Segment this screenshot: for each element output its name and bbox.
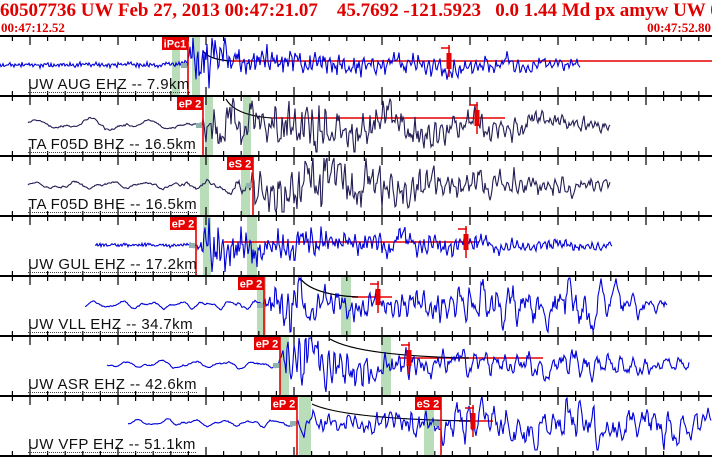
waveform-area: iPc1 UW AUG EHZ -- 7.9km eP 2 TA F05D BHZ -… (0, 35, 712, 457)
pick-point-marker (181, 63, 187, 68)
time-ticks (11, 157, 700, 215)
trace-panel-UW-AUG-EHZ[interactable]: iPc1 UW AUG EHZ -- 7.9km (0, 37, 712, 97)
waveform-trace (106, 337, 690, 393)
pick-label-flag[interactable] (254, 337, 280, 350)
trace-panel-TA-F05D-BHE[interactable]: eS 2 TA F05D BHE -- 16.5km (0, 157, 712, 217)
pick-label-text: iPc1 (164, 39, 187, 51)
pick-label-text: eP 2 (256, 339, 278, 351)
pick-point-marker (257, 303, 263, 308)
waveform-trace (127, 397, 712, 451)
pick-window-band (280, 337, 289, 395)
trace-panel-TA-F05D-BHZ[interactable]: eP 2 TA F05D BHZ -- 16.5km (0, 97, 712, 157)
pick-window-band (243, 97, 251, 155)
pick-point-marker (246, 183, 252, 188)
pick-label-text: eS 2 (417, 399, 440, 411)
trace-plot: eP 2 (11, 97, 700, 155)
pick-label-flag[interactable] (170, 217, 196, 230)
trace-panel-UW-VFP-EHZ[interactable]: eP 2 eS 2 UW VFP EHZ -- 51.1km (0, 397, 712, 457)
pick-label-flag[interactable] (271, 397, 297, 410)
station-label: TA F05D BHE -- 16.5km (28, 196, 197, 213)
pick-label-flag[interactable] (227, 157, 253, 170)
pick-label-text: eP 2 (273, 399, 295, 411)
pick-point-marker (434, 421, 440, 426)
station-label: UW VLL EHZ -- 34.7km (28, 316, 193, 333)
station-label: UW VFP EHZ -- 51.1km (28, 436, 196, 453)
pick-window-band (172, 37, 180, 95)
decay-curve (225, 98, 273, 119)
pick-point-marker (196, 123, 202, 128)
decay-curve (329, 338, 470, 359)
decay-curve (299, 277, 359, 298)
trace-plot: iPc1 (0, 37, 712, 95)
trace-plot: eP 2 (11, 337, 700, 395)
pick-window-band (241, 157, 250, 215)
trace-panel-UW-GUL-EHZ[interactable]: eP 2 UW GUL EHZ -- 17.2km (0, 217, 712, 277)
pick-window-band (299, 397, 311, 455)
station-label: TA F05D BHZ -- 16.5km (28, 136, 197, 153)
pick-window-band (192, 37, 200, 95)
pick-label-text: eP 2 (240, 279, 262, 291)
trace-plot: eP 2 (11, 277, 700, 335)
window-start-time: 00:47:12.52 (1, 20, 65, 35)
pick-label-text: eP 2 (179, 99, 201, 111)
coda-duration-marker[interactable] (401, 342, 412, 374)
coda-duration-marker[interactable] (441, 45, 452, 77)
window-end-time: 00:47:52.80 (647, 20, 711, 35)
trace-panel-UW-VLL-EHZ[interactable]: eP 2 UW VLL EHZ -- 34.7km (0, 277, 712, 337)
event-header: 60507736 UW Feb 27, 2013 00:47:21.07 45.… (0, 0, 712, 35)
waveform-trace (94, 217, 613, 273)
pick-label-flag[interactable] (238, 277, 264, 290)
event-summary-line: 60507736 UW Feb 27, 2013 00:47:21.07 45.… (0, 0, 712, 21)
decay-curve (311, 403, 474, 422)
trace-plot: eP 2 eS 2 (11, 397, 712, 455)
station-label: UW GUL EHZ -- 17.2km (28, 256, 198, 273)
coda-duration-marker[interactable] (370, 281, 381, 313)
coda-duration-marker[interactable] (469, 102, 480, 134)
pick-label-flag[interactable] (162, 37, 188, 50)
trace-plot: eS 2 (11, 157, 700, 215)
time-ticks (11, 337, 700, 395)
time-window-row: 00:47:12.52 00:47:52.80 (0, 21, 712, 35)
pick-label-flag[interactable] (177, 97, 203, 110)
coda-duration-marker[interactable] (465, 405, 476, 437)
coda-duration-marker[interactable] (458, 226, 469, 258)
waveform-trace (27, 157, 611, 215)
time-ticks (11, 217, 700, 275)
trace-plot: eP 2 (11, 217, 700, 275)
time-ticks (11, 37, 700, 95)
station-label: UW AUG EHZ -- 7.9km (28, 76, 190, 93)
waveform-trace (27, 97, 611, 153)
pick-point-marker (189, 243, 195, 248)
pick-label-flag[interactable] (415, 397, 441, 410)
station-label: UW ASR EHZ -- 42.6km (28, 376, 197, 393)
pick-point-marker (290, 421, 296, 426)
pick-window-band (381, 337, 391, 395)
pick-window-band (205, 97, 213, 155)
time-ticks (11, 97, 700, 155)
pick-window-band (247, 217, 257, 275)
pick-window-band (200, 157, 209, 215)
pick-point-marker (273, 363, 279, 368)
pick-label-text: eP 2 (172, 219, 194, 231)
pick-label-text: eS 2 (229, 159, 252, 171)
waveform-trace (0, 37, 581, 89)
trace-panel-UW-ASR-EHZ[interactable]: eP 2 UW ASR EHZ -- 42.6km (0, 337, 712, 397)
